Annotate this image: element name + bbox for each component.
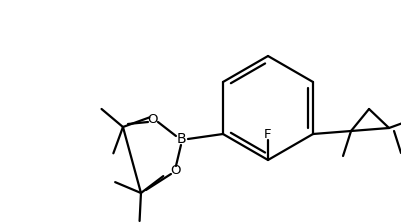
Text: B: B (176, 132, 185, 146)
Text: F: F (263, 127, 271, 140)
Text: O: O (170, 164, 181, 177)
Text: F: F (398, 155, 401, 168)
Text: O: O (147, 112, 158, 125)
